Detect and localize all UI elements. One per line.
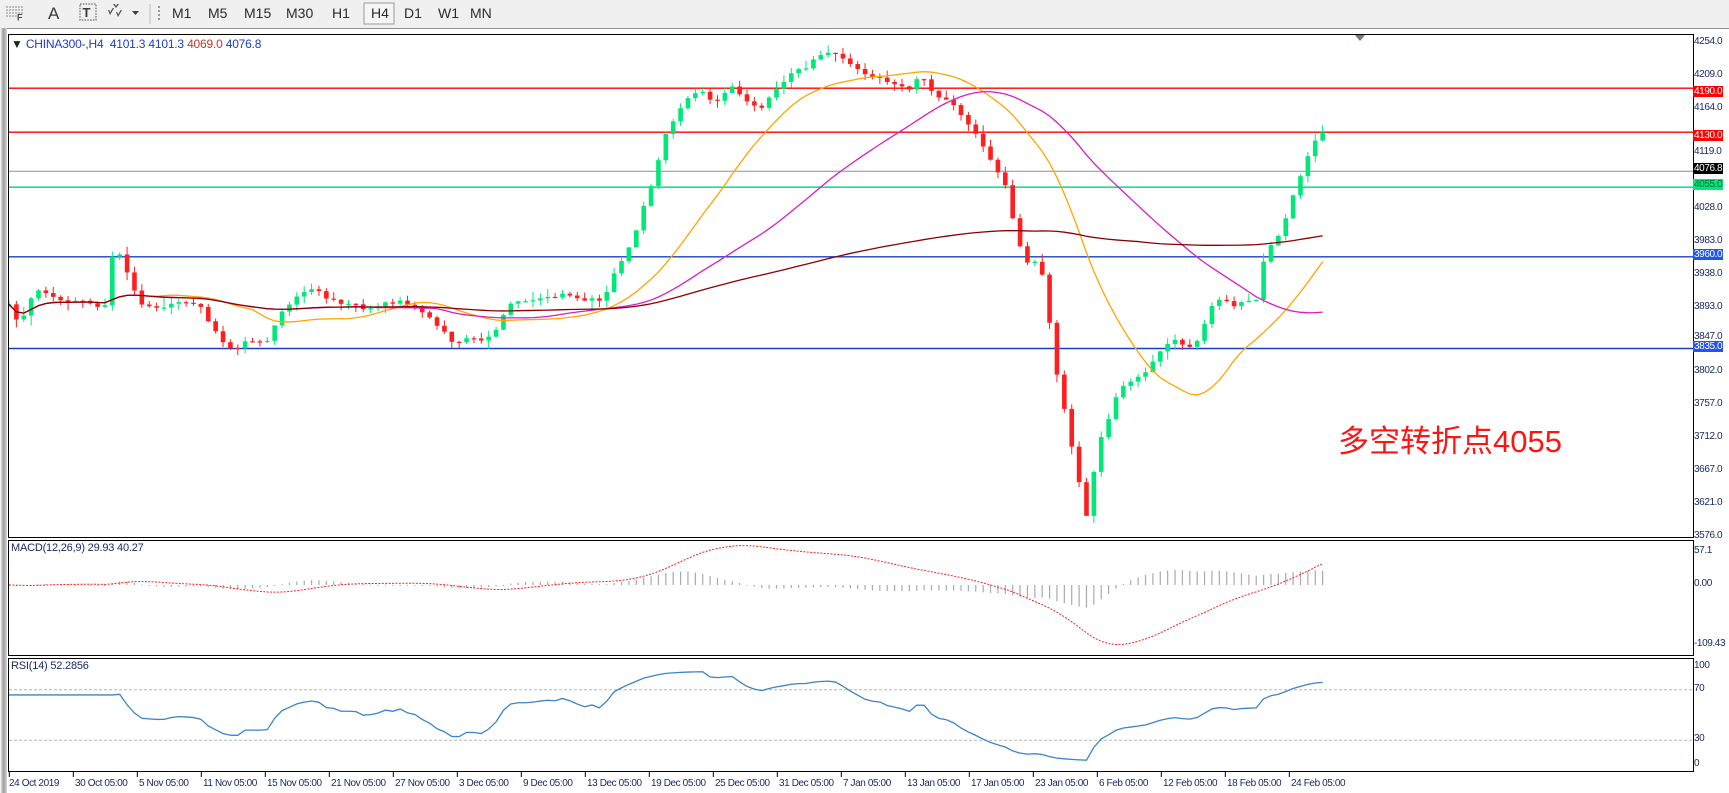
svg-text:M1: M1 <box>172 5 192 21</box>
svg-text:MN: MN <box>470 5 492 21</box>
svg-text:A: A <box>48 4 60 23</box>
svg-text:M15: M15 <box>244 5 271 21</box>
svg-text:H4: H4 <box>371 5 389 21</box>
svg-text:F: F <box>17 13 23 23</box>
svg-text:H1: H1 <box>332 5 350 21</box>
svg-text:多空转折点4055: 多空转折点4055 <box>1338 424 1562 459</box>
svg-text:D1: D1 <box>404 5 422 21</box>
svg-text:W1: W1 <box>438 5 459 21</box>
svg-text:T: T <box>83 5 91 20</box>
svg-text:M30: M30 <box>286 5 313 21</box>
svg-text:M5: M5 <box>208 5 228 21</box>
